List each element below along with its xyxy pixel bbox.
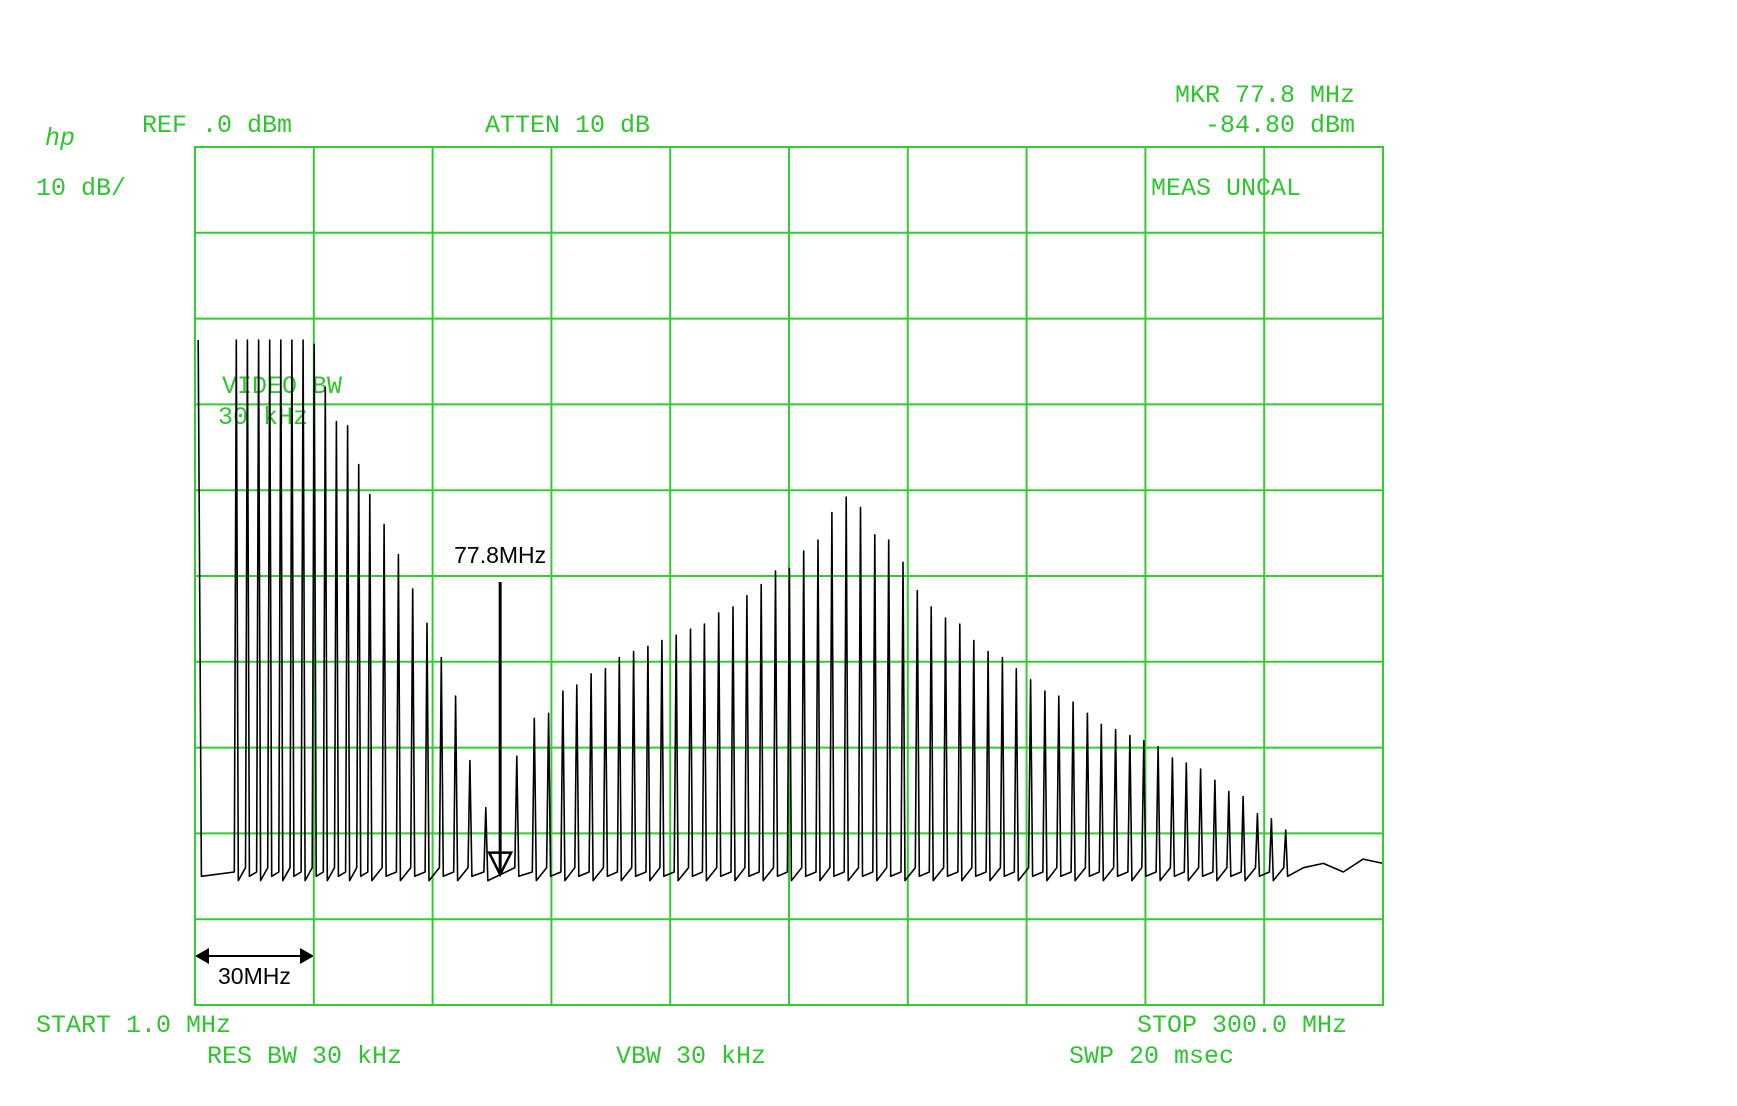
- marker-frequency: MKR 77.8 MHz: [1175, 81, 1355, 110]
- resolution-bw: RES BW 30 kHz: [207, 1042, 402, 1071]
- stop-frequency: STOP 300.0 MHz: [1137, 1011, 1347, 1040]
- span-arrow-left: [195, 948, 209, 964]
- logo: hp: [45, 124, 75, 153]
- video-bw-value: 30 kHz: [218, 403, 308, 432]
- marker-level: -84.80 dBm: [1205, 111, 1355, 140]
- plot-border: [194, 146, 1384, 1006]
- attenuation: ATTEN 10 dB: [485, 111, 650, 140]
- sweep-time: SWP 20 msec: [1069, 1042, 1234, 1071]
- video-bw: VBW 30 kHz: [616, 1042, 766, 1071]
- span-arrow-right: [300, 948, 314, 964]
- marker-annotation: 77.8MHz: [454, 542, 546, 568]
- span-label: 30MHz: [218, 963, 291, 989]
- scale: 10 dB/: [36, 174, 126, 203]
- ref-level: REF .0 dBm: [142, 111, 292, 140]
- video-bw-label: VIDEO BW: [222, 372, 342, 401]
- spectrum-trace: [197, 339, 1384, 882]
- status: MEAS UNCAL: [1151, 174, 1301, 203]
- start-frequency: START 1.0 MHz: [36, 1011, 231, 1040]
